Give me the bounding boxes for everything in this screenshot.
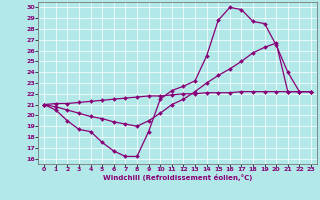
X-axis label: Windchill (Refroidissement éolien,°C): Windchill (Refroidissement éolien,°C)	[103, 174, 252, 181]
